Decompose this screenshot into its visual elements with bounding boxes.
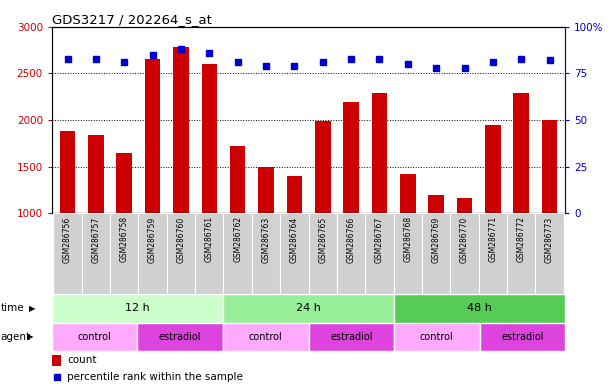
Text: GSM286762: GSM286762 <box>233 216 242 263</box>
Bar <box>224 213 252 294</box>
Bar <box>287 176 302 306</box>
Text: GSM286766: GSM286766 <box>346 216 356 263</box>
Text: GSM286771: GSM286771 <box>488 216 497 263</box>
Text: GSM286757: GSM286757 <box>92 216 100 263</box>
Bar <box>485 125 500 306</box>
Bar <box>230 146 246 306</box>
Bar <box>480 323 565 351</box>
Text: 24 h: 24 h <box>296 303 321 313</box>
Bar <box>394 294 565 323</box>
Bar <box>507 213 535 294</box>
Bar <box>394 323 480 351</box>
Text: GSM286769: GSM286769 <box>431 216 441 263</box>
Text: control: control <box>249 332 283 342</box>
Bar <box>117 152 132 306</box>
Bar <box>60 131 75 306</box>
Bar <box>195 213 224 294</box>
Text: GSM286773: GSM286773 <box>545 216 554 263</box>
Text: GSM286770: GSM286770 <box>460 216 469 263</box>
Text: ▶: ▶ <box>27 333 34 341</box>
Bar <box>173 47 189 306</box>
Text: GSM286768: GSM286768 <box>403 216 412 263</box>
Bar <box>371 93 387 306</box>
Bar <box>309 323 394 351</box>
Bar <box>139 213 167 294</box>
Text: ▶: ▶ <box>29 304 36 313</box>
Text: GSM286761: GSM286761 <box>205 216 214 263</box>
Text: time: time <box>1 303 24 313</box>
Bar <box>309 213 337 294</box>
Bar <box>343 102 359 306</box>
Text: control: control <box>420 332 454 342</box>
Text: percentile rank within the sample: percentile rank within the sample <box>67 372 243 382</box>
Bar <box>535 213 564 294</box>
Bar <box>258 167 274 306</box>
Bar <box>428 195 444 306</box>
Text: GSM286759: GSM286759 <box>148 216 157 263</box>
Text: GSM286772: GSM286772 <box>517 216 525 263</box>
Bar <box>52 323 137 351</box>
Text: GSM286758: GSM286758 <box>120 216 129 263</box>
Bar <box>252 213 280 294</box>
Bar <box>52 355 61 366</box>
Text: estradiol: estradiol <box>159 332 202 342</box>
Text: GSM286767: GSM286767 <box>375 216 384 263</box>
Bar <box>53 213 82 294</box>
Bar <box>202 64 217 306</box>
Text: estradiol: estradiol <box>501 332 544 342</box>
Bar <box>315 121 331 306</box>
Text: count: count <box>67 356 97 366</box>
Text: GSM286765: GSM286765 <box>318 216 327 263</box>
Bar <box>52 294 223 323</box>
Bar <box>337 213 365 294</box>
Bar <box>393 213 422 294</box>
Bar <box>145 60 161 306</box>
Text: GSM286760: GSM286760 <box>177 216 186 263</box>
Text: GSM286763: GSM286763 <box>262 216 271 263</box>
Bar <box>223 323 309 351</box>
Text: control: control <box>78 332 112 342</box>
Bar <box>223 294 394 323</box>
Bar <box>422 213 450 294</box>
Text: GSM286764: GSM286764 <box>290 216 299 263</box>
Text: GSM286756: GSM286756 <box>63 216 72 263</box>
Bar <box>542 120 557 306</box>
Bar <box>88 135 104 306</box>
Bar <box>110 213 139 294</box>
Bar <box>478 213 507 294</box>
Bar <box>365 213 393 294</box>
Text: agent: agent <box>1 332 31 342</box>
Text: 48 h: 48 h <box>467 303 492 313</box>
Bar <box>82 213 110 294</box>
Text: estradiol: estradiol <box>330 332 373 342</box>
Bar <box>167 213 195 294</box>
Bar <box>450 213 478 294</box>
Bar <box>400 174 415 306</box>
Bar <box>513 93 529 306</box>
Bar <box>280 213 309 294</box>
Text: 12 h: 12 h <box>125 303 150 313</box>
Text: GDS3217 / 202264_s_at: GDS3217 / 202264_s_at <box>52 13 212 26</box>
Bar <box>456 198 472 306</box>
Bar <box>137 323 223 351</box>
